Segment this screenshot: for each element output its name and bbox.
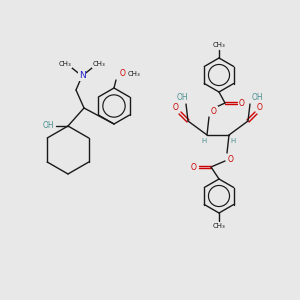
Text: O: O bbox=[257, 103, 263, 112]
Text: O: O bbox=[211, 106, 217, 116]
Text: CH₃: CH₃ bbox=[213, 42, 225, 48]
Text: CH₃: CH₃ bbox=[93, 61, 105, 67]
Text: O: O bbox=[191, 163, 197, 172]
Text: N: N bbox=[79, 71, 86, 80]
Text: H: H bbox=[201, 138, 207, 144]
Text: O: O bbox=[173, 103, 179, 112]
Text: CH₃: CH₃ bbox=[213, 223, 225, 229]
Text: H: H bbox=[230, 138, 236, 144]
Text: OH: OH bbox=[176, 92, 188, 101]
Text: O: O bbox=[228, 154, 234, 164]
Text: OH: OH bbox=[42, 122, 54, 130]
Text: O: O bbox=[239, 98, 245, 107]
Text: CH₃: CH₃ bbox=[128, 71, 141, 77]
Text: OH: OH bbox=[251, 92, 263, 101]
Text: O: O bbox=[120, 70, 126, 79]
Text: CH₃: CH₃ bbox=[58, 61, 71, 67]
